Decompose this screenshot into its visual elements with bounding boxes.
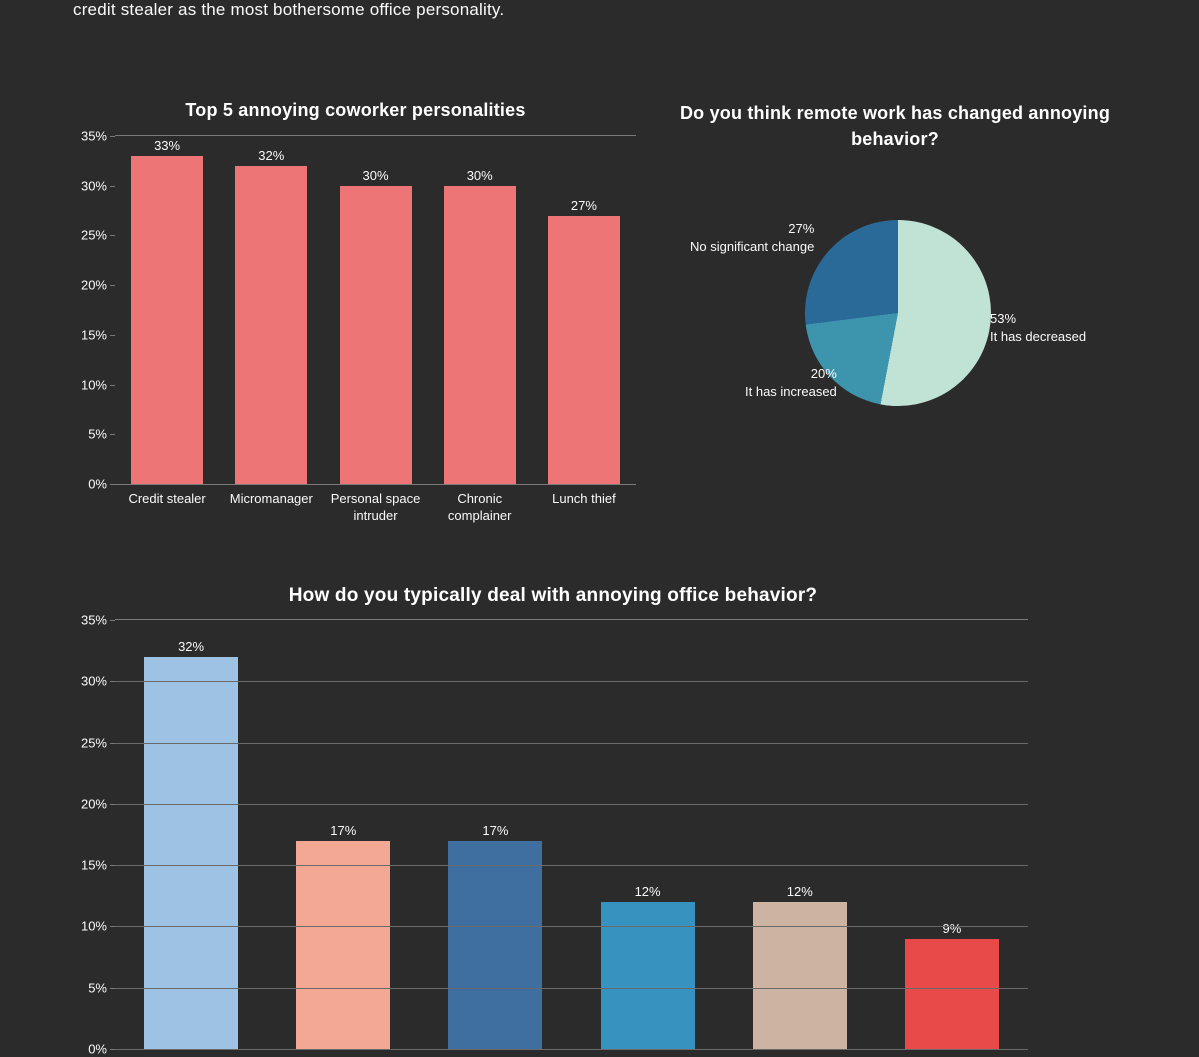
intro-text: credit stealer as the most bothersome of…: [73, 0, 504, 20]
chart1-bar-value: 32%: [258, 148, 284, 163]
pie-slice-name: No significant change: [690, 238, 814, 256]
chart1-ytick-label: 30%: [81, 178, 115, 193]
chart3-plot-area: 32%17%17%12%12%9% 0%5%10%15%20%25%30%35%: [115, 619, 1028, 1049]
chart3-bar: 32%: [144, 657, 238, 1049]
chart-remote-work-pie: Do you think remote work has changed ann…: [660, 100, 1130, 460]
chart3-title: How do you typically deal with annoying …: [73, 585, 1033, 607]
chart3-bar-value: 12%: [787, 884, 813, 899]
chart3-gridline: [115, 865, 1028, 866]
pie-slice-label: 53%It has decreased: [990, 310, 1086, 346]
chart3-gridline: [115, 1049, 1028, 1050]
chart3-bar: 12%: [601, 902, 695, 1049]
chart3-bar: 17%: [448, 841, 542, 1049]
chart3-ytick-label: 30%: [81, 674, 115, 689]
chart3-bar: 9%: [905, 939, 999, 1049]
chart-top5-personalities: Top 5 annoying coworker personalities 33…: [73, 100, 638, 525]
chart1-ytick-label: 25%: [81, 228, 115, 243]
chart3-ytick-label: 10%: [81, 919, 115, 934]
chart3-bar-value: 32%: [178, 639, 204, 654]
chart3-bar-column: 9%: [876, 939, 1028, 1049]
chart1-xlabel: Chronic complainer: [428, 491, 532, 525]
chart1-plot-area: 33%32%30%30%27% 0%5%10%15%20%25%30%35%: [115, 135, 636, 485]
pie-slice-pct: 27%: [690, 220, 814, 238]
chart3-bar-value: 17%: [482, 823, 508, 838]
chart3-bar: 12%: [753, 902, 847, 1049]
chart1-bar-column: 30%: [323, 186, 427, 484]
pie-slice-pct: 20%: [745, 365, 837, 383]
chart3-gridline: [115, 804, 1028, 805]
chart1-ytick-label: 0%: [88, 477, 115, 492]
chart1-bar-value: 33%: [154, 138, 180, 153]
pie-slice-name: It has decreased: [990, 328, 1086, 346]
chart1-xlabel: Credit stealer: [115, 491, 219, 525]
chart3-ytick-label: 20%: [81, 796, 115, 811]
chart1-bar: 30%: [340, 186, 412, 484]
chart-how-deal: How do you typically deal with annoying …: [73, 585, 1033, 1049]
chart3-ytick-label: 0%: [88, 1042, 115, 1057]
chart1-bar-column: 27%: [532, 216, 636, 484]
chart1-bar: 33%: [131, 156, 203, 484]
chart3-bar-column: 12%: [572, 902, 724, 1049]
chart3-ytick-label: 35%: [81, 613, 115, 628]
chart1-ytick-label: 35%: [81, 129, 115, 144]
chart3-gridline: [115, 743, 1028, 744]
chart1-bar-value: 30%: [362, 168, 388, 183]
chart1-bar-value: 30%: [467, 168, 493, 183]
pie-slice-pct: 53%: [990, 310, 1086, 328]
pie-slice-label: 27%No significant change: [690, 220, 814, 256]
chart1-bar-column: 33%: [115, 156, 219, 484]
chart3-bar-column: 12%: [724, 902, 876, 1049]
chart3-ytick-label: 25%: [81, 735, 115, 750]
pie-title: Do you think remote work has changed ann…: [660, 100, 1130, 152]
chart3-gridline: [115, 988, 1028, 989]
pie-slice-label: 20%It has increased: [745, 365, 837, 401]
chart1-bar: 32%: [235, 166, 307, 484]
chart1-ytick-label: 20%: [81, 278, 115, 293]
chart3-gridline: [115, 681, 1028, 682]
chart1-ytick-label: 15%: [81, 327, 115, 342]
chart3-ytick-label: 15%: [81, 858, 115, 873]
chart1-bar: 27%: [548, 216, 620, 484]
chart3-bar-column: 32%: [115, 657, 267, 1049]
chart1-ytick-label: 5%: [88, 427, 115, 442]
pie-slice-name: It has increased: [745, 383, 837, 401]
chart1-bar-value: 27%: [571, 198, 597, 213]
chart1-xlabel: Personal space intruder: [323, 491, 427, 525]
chart1-ytick-label: 10%: [81, 377, 115, 392]
chart3-bar-value: 12%: [635, 884, 661, 899]
chart1-bar-column: 32%: [219, 166, 323, 484]
chart1-xlabel: Micromanager: [219, 491, 323, 525]
chart3-gridline: [115, 926, 1028, 927]
chart1-bar: 30%: [444, 186, 516, 484]
chart1-title: Top 5 annoying coworker personalities: [73, 100, 638, 121]
chart3-bar-column: 17%: [267, 841, 419, 1049]
chart3-ytick-label: 5%: [88, 980, 115, 995]
chart3-bar: 17%: [296, 841, 390, 1049]
chart3-bar-column: 17%: [419, 841, 571, 1049]
chart1-xlabel: Lunch thief: [532, 491, 636, 525]
chart3-bar-value: 9%: [943, 921, 962, 936]
chart3-bar-value: 17%: [330, 823, 356, 838]
chart1-bar-column: 30%: [428, 186, 532, 484]
